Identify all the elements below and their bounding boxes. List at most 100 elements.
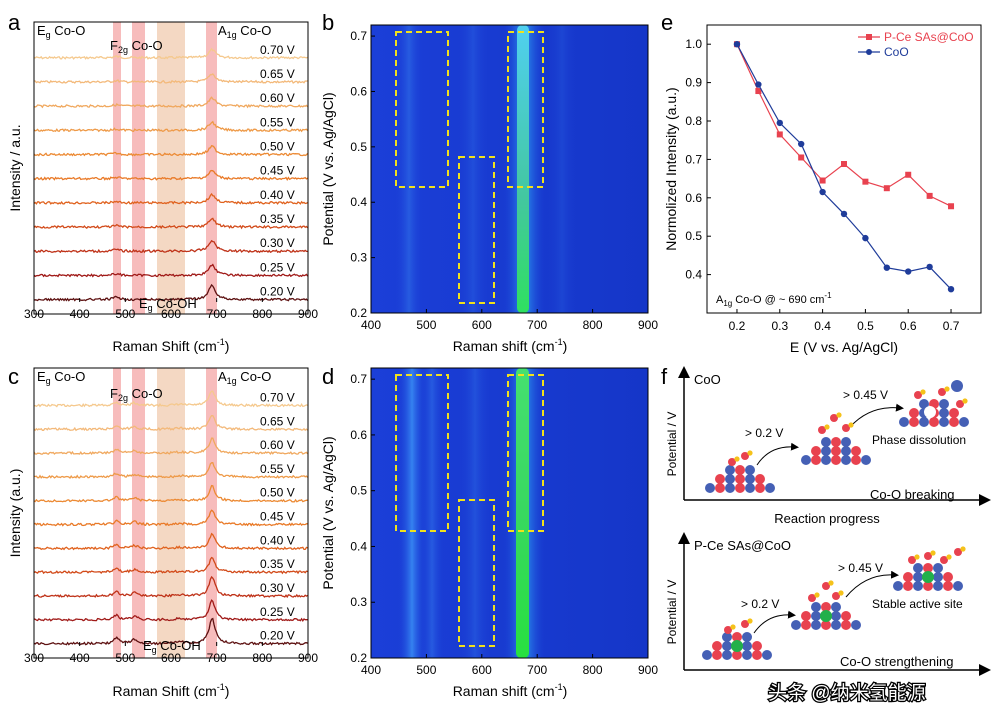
x-ticks-a: 300 400 500 600 700 800 900 [24, 298, 318, 321]
y-tick-label: 0.4 [350, 195, 367, 209]
bottom-y-label: Potential / V [665, 580, 679, 645]
potential-label: 0.20 V [260, 285, 295, 299]
y-tick-label: 0.4 [685, 268, 702, 282]
bottom-cluster-3 [893, 546, 966, 591]
x-axis-label: Raman shift (cm-1) [453, 682, 568, 699]
oxygen-atom [831, 437, 841, 447]
potential-labels-a: 0.70 V 0.65 V 0.60 V 0.55 V 0.50 V 0.45 V 0.40… [260, 43, 295, 299]
oxygen-atom [943, 581, 953, 591]
streak-525 [460, 368, 490, 658]
y-axis-label: Potential (V vs. Ag/AgCl) [320, 436, 336, 589]
cobalt-atom [831, 620, 841, 630]
oxygen-atom [914, 391, 922, 399]
oxygen-atom [808, 594, 816, 602]
cobalt-atom [762, 650, 772, 660]
cobalt-atom [919, 399, 929, 409]
cobalt-atom [953, 581, 963, 591]
cobalt-atom [742, 650, 752, 660]
x-tick-label: 0.4 [814, 319, 831, 333]
spectrum-line [33, 96, 309, 109]
y-axis-label: Potential (V vs. Ag/AgCl) [320, 92, 336, 245]
potential-label: 0.35 V [260, 557, 295, 571]
spectrum-line [33, 437, 309, 456]
x-tick-label: 400 [70, 307, 90, 321]
axes-frame [370, 367, 649, 659]
potential-label: 0.50 V [260, 140, 295, 154]
oxygen-atom [822, 582, 830, 590]
hydrogen-atom [747, 618, 753, 624]
panel-letter: d [322, 364, 334, 389]
cobalt-atom [951, 380, 963, 392]
potential-label: 0.40 V [260, 188, 295, 202]
hydrogen-atom [838, 590, 844, 596]
egoh-band [157, 368, 185, 658]
y-tick-label: 0.5 [685, 229, 702, 243]
x-tick-label: 700 [207, 651, 227, 665]
spectrum-line [33, 239, 308, 254]
cobalt-atom [899, 417, 909, 427]
data-point [797, 140, 805, 148]
cobalt-atom [939, 417, 949, 427]
cobalt-atom [821, 437, 831, 447]
potential-label: 0.30 V [260, 581, 295, 595]
spectrum-line [33, 169, 308, 182]
x-tick-label: 300 [24, 307, 44, 321]
y-tick-label: 0.6 [350, 84, 367, 98]
x-axis-label: E (V vs. Ag/AgCl) [790, 339, 898, 355]
cobalt-atom [933, 572, 943, 582]
x-tick-label: 700 [207, 307, 227, 321]
peak-690 [516, 368, 529, 658]
potential-label: 0.70 V [260, 43, 295, 57]
potential-label: 0.40 V [260, 533, 295, 547]
panel-letter: c [8, 364, 19, 389]
x-tick-label: 600 [472, 318, 492, 332]
oxygen-atom [712, 641, 722, 651]
highlight-box-right [507, 374, 544, 532]
cobalt-atom [939, 399, 949, 409]
x-tick-label: 300 [24, 651, 44, 665]
hydrogen-atom [914, 554, 920, 560]
hydrogen-atom [824, 424, 830, 430]
cobalt-atom [841, 437, 851, 447]
cobalt-atom [893, 581, 903, 591]
peak-annotation: A1g Co-O @ ~ 690 cm-1 [716, 291, 832, 308]
potential-label: 0.45 V [260, 164, 295, 178]
spectrum-line [33, 263, 309, 278]
hydrogen-atom [946, 554, 952, 560]
oxygen-atom [940, 556, 948, 564]
cerium-atom [922, 571, 934, 583]
cobalt-atom [745, 474, 755, 484]
oxygen-atom [831, 446, 841, 456]
spectrum-line [33, 484, 308, 503]
top-step2: > 0.45 V [843, 388, 888, 402]
bottom-arrow1 [753, 610, 796, 634]
data-point [776, 119, 783, 127]
y-tick-label: 0.6 [685, 191, 702, 205]
potential-label: 0.50 V [260, 486, 295, 500]
x-tick-label: 400 [70, 651, 90, 665]
x-tick-label: 0.2 [729, 319, 746, 333]
x-axis-label: Raman Shift (cm-1) [113, 682, 230, 699]
data-point [840, 210, 848, 218]
oxygen-atom [732, 650, 742, 660]
oxygen-atom [735, 465, 745, 475]
hydrogen-atom [836, 412, 842, 418]
cobalt-atom [821, 446, 831, 456]
data-point [755, 88, 762, 95]
top-x-label: Reaction progress [774, 511, 880, 526]
data-point [841, 161, 847, 168]
hydrogen-atom [828, 580, 834, 586]
oxygen-atom [821, 620, 831, 630]
top-result: Phase dissolution [872, 433, 966, 447]
spectrum-line [33, 462, 309, 479]
label-a1g: A1g Co-O [218, 23, 271, 40]
eg-band [113, 22, 121, 314]
oxygen-atom [903, 572, 913, 582]
axes-frame [706, 24, 982, 314]
y-tick-label: 0.5 [350, 140, 367, 154]
data-point [905, 171, 912, 178]
cobalt-atom [933, 563, 943, 573]
oxygen-atom [811, 446, 821, 456]
spectrum-line [33, 73, 308, 84]
